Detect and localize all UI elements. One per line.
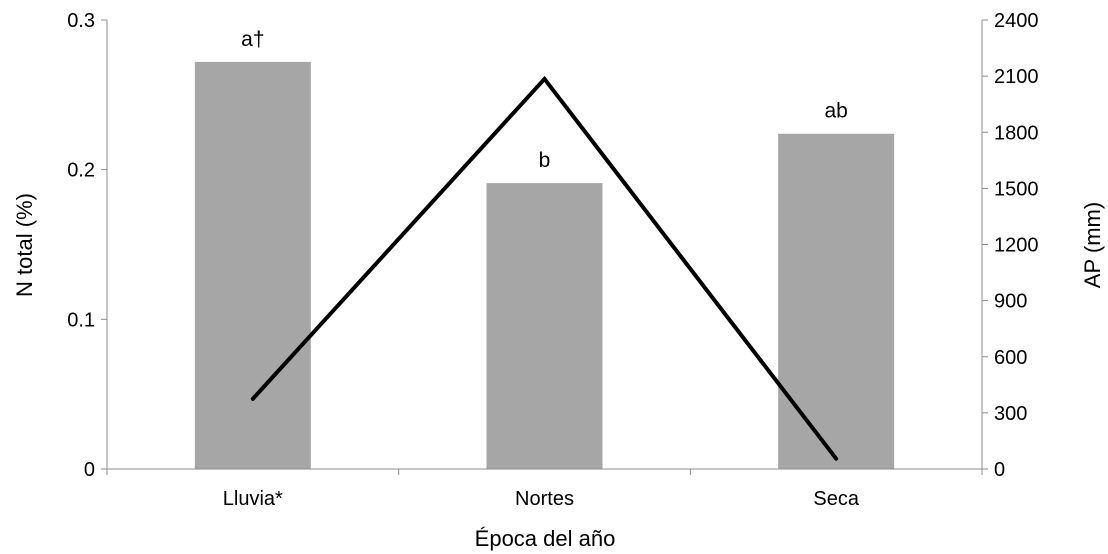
right-y-tick-label: 2100 [994,66,1039,88]
right-y-tick-label: 2400 [994,10,1039,32]
axes: 0 0.1 0.2 0.3 0 300 600 900 1200 1500 1800 2100 2400… [67,10,1038,510]
line-series [250,75,839,461]
bar-label-3: ab [824,100,847,123]
right-y-tick-label: 1500 [994,178,1039,200]
right-y-tick-label: 300 [994,403,1027,425]
bar-label-2: b [539,149,551,172]
left-y-tick-label: 0 [84,459,95,481]
left-y-tick-label: 0.2 [67,160,95,182]
x-axis-title: Época del año [475,526,616,551]
right-y-tick-label: 600 [994,347,1027,369]
left-y-tick-label: 0.3 [67,10,95,32]
x-category-label: Lluvia* [223,488,283,510]
x-category-label: Seca [813,488,859,510]
left-y-axis-title: N total (%) [12,193,37,297]
left-y-tick-label: 0.1 [67,309,95,331]
bar-2 [486,183,603,470]
bar-data-labels: a† b ab [241,28,848,172]
x-category-label: Nortes [515,488,574,510]
right-y-tick-label: 0 [994,459,1005,481]
bar-1 [194,61,311,469]
right-y-tick-label: 1200 [994,235,1039,257]
bar-label-1: a† [241,28,264,51]
bar-series [194,61,895,470]
right-y-tick-label: 900 [994,291,1027,313]
right-y-axis-title: AP (mm) [1080,202,1105,288]
bar-3 [778,133,895,469]
ap-line [250,75,839,461]
right-y-tick-label: 1800 [994,122,1039,144]
